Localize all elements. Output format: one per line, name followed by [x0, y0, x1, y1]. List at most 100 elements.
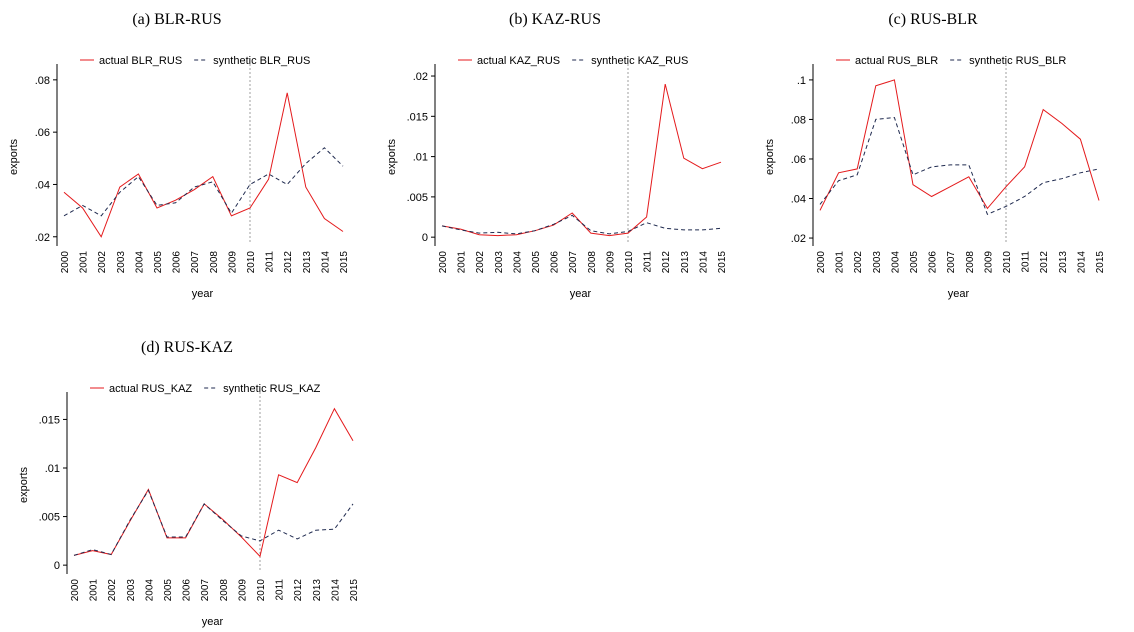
x-tick-label: 2008	[587, 251, 598, 274]
x-tick-label: 2014	[1076, 251, 1087, 274]
x-tick-label: 2001	[835, 251, 846, 274]
legend-label: synthetic BLR_RUS	[213, 55, 310, 67]
x-tick-label: 2002	[475, 251, 486, 274]
x-axis-label: year	[570, 288, 592, 300]
x-tick-label: 2005	[909, 251, 920, 274]
x-tick-label: 2007	[568, 251, 579, 274]
x-tick-label: 2007	[200, 579, 211, 602]
x-tick-label: 2010	[1002, 251, 1013, 274]
y-tick-label: .1	[797, 75, 806, 87]
series-line	[73, 489, 354, 556]
x-tick-label: 2009	[237, 579, 248, 602]
chart-title: (b) KAZ-RUS	[509, 11, 601, 28]
x-tick-label: 2004	[144, 579, 155, 602]
chart-panel: (a) BLR-RUS actual BLR_RUS synthetic BLR_R…	[8, 11, 350, 300]
legend-label: actual KAZ_RUS	[477, 55, 560, 67]
y-tick-label: .06	[791, 154, 806, 166]
y-tick-label: .06	[35, 127, 50, 139]
x-tick-label: 2015	[339, 251, 350, 274]
x-tick-label: 2002	[853, 251, 864, 274]
x-tick-label: 2004	[134, 251, 145, 274]
x-tick-label: 2004	[512, 251, 523, 274]
y-axis-label: exports	[18, 466, 30, 503]
x-axis-label: year	[948, 288, 970, 300]
series-line	[63, 92, 344, 238]
x-tick-label: 2012	[1039, 251, 1050, 274]
y-tick-label: .04	[791, 194, 806, 206]
x-tick-label: 2013	[680, 251, 691, 274]
y-axis-label: exports	[386, 138, 398, 175]
x-tick-label: 2010	[246, 251, 257, 274]
x-tick-label: 2010	[624, 251, 635, 274]
series-line	[819, 79, 1100, 211]
y-tick-label: .02	[791, 233, 806, 245]
x-tick-label: 2011	[275, 579, 286, 601]
x-tick-label: 2009	[983, 251, 994, 274]
x-tick-label: 2014	[698, 251, 709, 274]
x-tick-label: 2006	[182, 579, 193, 602]
y-axis-label: exports	[764, 138, 776, 175]
legend-label: actual RUS_KAZ	[109, 383, 192, 395]
x-tick-label: 2015	[349, 579, 360, 602]
y-tick-label: .02	[413, 71, 428, 83]
x-tick-label: 2007	[190, 251, 201, 274]
x-tick-label: 2001	[79, 251, 90, 274]
legend-label: synthetic RUS_BLR	[969, 55, 1066, 67]
x-tick-label: 2000	[60, 251, 71, 274]
x-axis-label: year	[192, 288, 214, 300]
x-tick-label: 2012	[293, 579, 304, 602]
x-tick-label: 2002	[97, 251, 108, 274]
x-tick-label: 2014	[330, 579, 341, 602]
x-tick-label: 2004	[890, 251, 901, 274]
y-tick-label: .04	[35, 179, 50, 191]
series-line	[73, 407, 354, 558]
y-tick-label: .08	[35, 75, 50, 87]
x-tick-label: 2009	[227, 251, 238, 274]
x-tick-label: 2015	[717, 251, 728, 274]
x-tick-label: 2007	[946, 251, 957, 274]
x-tick-label: 2001	[457, 251, 468, 274]
x-tick-label: 2006	[550, 251, 561, 274]
x-tick-label: 2003	[494, 251, 505, 274]
series-line	[441, 83, 722, 237]
chart-panel: (b) KAZ-RUS actual KAZ_RUS synthetic KAZ_R…	[386, 11, 728, 300]
x-tick-label: 2008	[219, 579, 230, 602]
x-tick-label: 2013	[312, 579, 323, 602]
series-line	[441, 214, 722, 235]
y-tick-label: .015	[39, 414, 60, 426]
series-line	[63, 147, 344, 217]
x-tick-label: 2001	[89, 579, 100, 602]
legend-label: synthetic KAZ_RUS	[591, 55, 688, 67]
y-tick-label: .01	[413, 152, 428, 164]
x-tick-label: 2003	[872, 251, 883, 274]
x-tick-label: 2011	[643, 251, 654, 273]
x-tick-label: 2006	[172, 251, 183, 274]
x-tick-label: 2014	[320, 251, 331, 274]
chart-title: (a) BLR-RUS	[132, 11, 221, 28]
x-axis-label: year	[202, 616, 224, 628]
y-tick-label: 0	[54, 560, 60, 572]
x-tick-label: 2000	[438, 251, 449, 274]
y-tick-label: .015	[407, 111, 428, 123]
y-tick-label: .08	[791, 114, 806, 126]
y-tick-label: 0	[422, 232, 428, 244]
x-tick-label: 2005	[163, 579, 174, 602]
x-tick-label: 2015	[1095, 251, 1106, 274]
chart-panel: (d) RUS-KAZ actual RUS_KAZ synthetic RUS_K…	[18, 339, 360, 628]
x-tick-label: 2012	[661, 251, 672, 274]
x-tick-label: 2003	[116, 251, 127, 274]
x-tick-label: 2011	[265, 251, 276, 273]
x-tick-label: 2008	[965, 251, 976, 274]
x-tick-label: 2006	[928, 251, 939, 274]
x-tick-label: 2011	[1021, 251, 1032, 273]
x-tick-label: 2000	[70, 579, 81, 602]
x-tick-label: 2002	[107, 579, 118, 602]
y-tick-label: .01	[45, 463, 60, 475]
legend-label: synthetic RUS_KAZ	[223, 383, 320, 395]
y-tick-label: .02	[35, 232, 50, 244]
chart-panel: (c) RUS-BLR actual RUS_BLR synthetic RUS_B…	[764, 11, 1106, 300]
x-tick-label: 2005	[531, 251, 542, 274]
x-tick-label: 2008	[209, 251, 220, 274]
x-tick-label: 2013	[302, 251, 313, 274]
